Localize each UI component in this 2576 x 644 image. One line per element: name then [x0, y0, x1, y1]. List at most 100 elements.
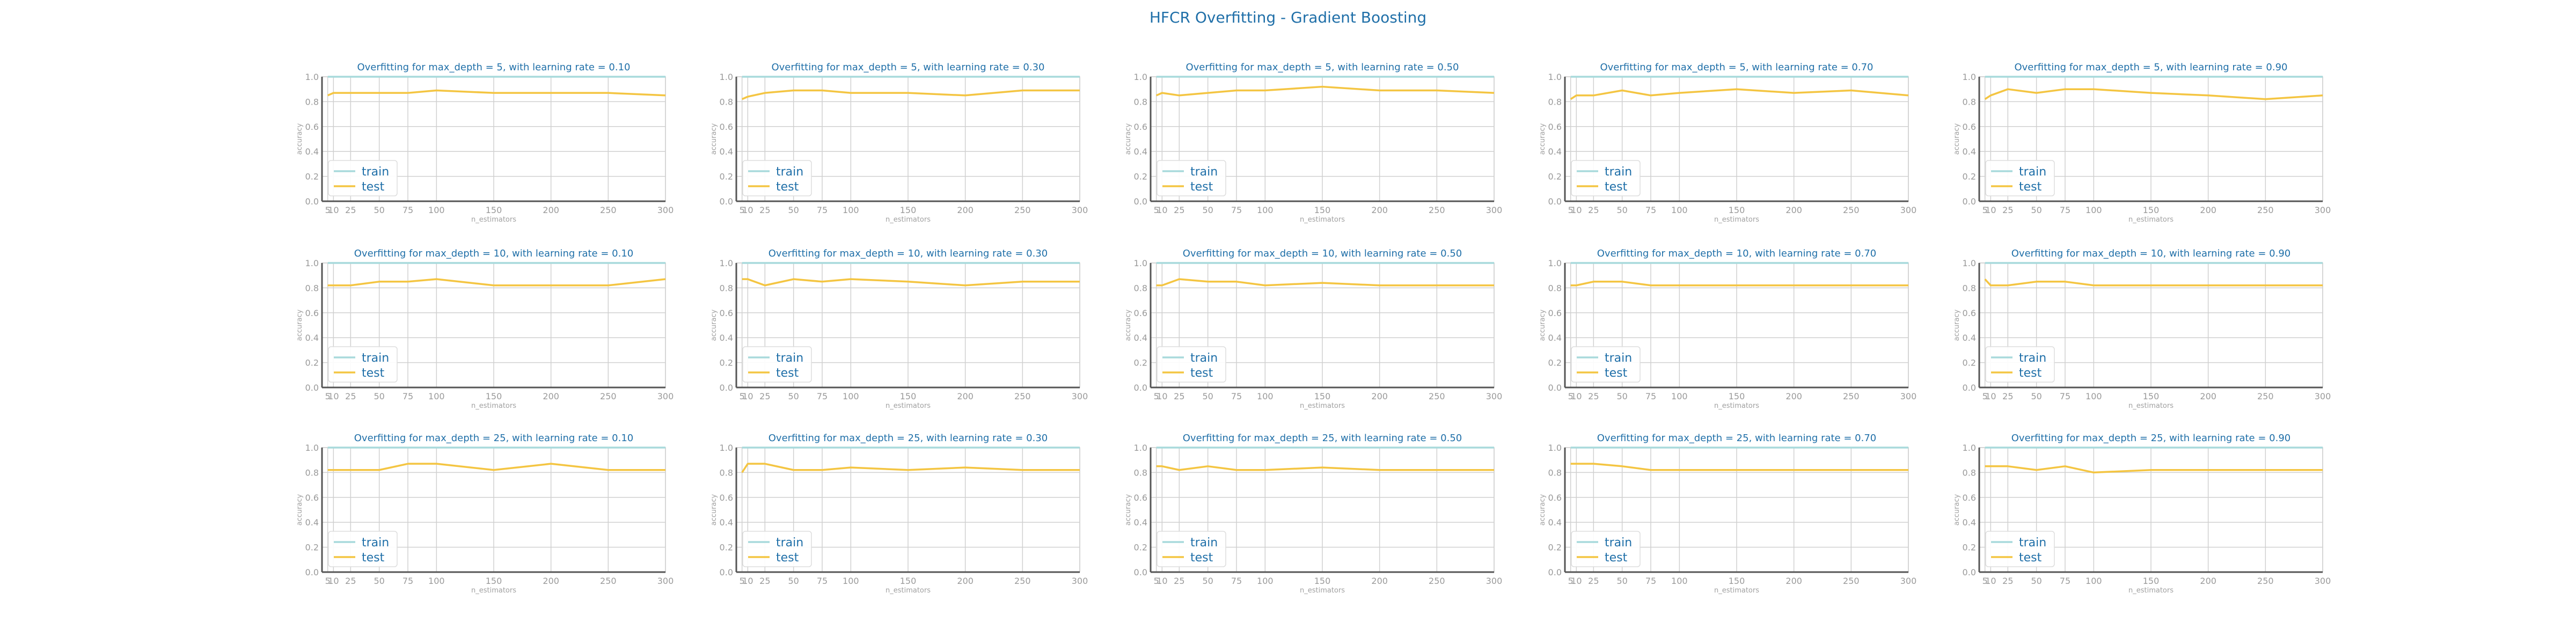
y-tick-label: 1.0: [1548, 72, 1562, 82]
x-tick-label: 100: [843, 576, 859, 586]
x-tick-label: 200: [543, 576, 559, 586]
x-tick-label: 5: [1568, 391, 1574, 401]
y-tick-label: 0.4: [305, 517, 319, 528]
y-axis-label: accuracy: [1539, 309, 1547, 341]
y-axis-label: accuracy: [296, 309, 304, 341]
x-tick-label: 75: [817, 391, 828, 401]
x-tick-label: 25: [1588, 391, 1599, 401]
x-tick-label: 150: [900, 205, 917, 215]
subplot-2: Overfitting for max_depth = 5, with lear…: [710, 62, 1088, 224]
legend-label-test: test: [2019, 180, 2042, 194]
y-tick-label: 0.2: [1963, 172, 1976, 182]
subplot-4: Overfitting for max_depth = 5, with lear…: [1539, 62, 1916, 224]
x-tick-label: 10: [1985, 391, 1996, 401]
y-axis-label: accuracy: [1953, 123, 1961, 155]
legend-label-train: train: [1605, 352, 1632, 365]
x-tick-label: 150: [1314, 391, 1331, 401]
y-tick-label: 0.0: [1963, 567, 1976, 577]
y-axis-label: accuracy: [710, 123, 718, 155]
x-tick-label: 50: [788, 205, 799, 215]
subplot-12: Overfitting for max_depth = 25, with lea…: [710, 433, 1088, 595]
x-tick-label: 300: [1900, 576, 1917, 586]
y-tick-label: 0.0: [1963, 383, 1976, 393]
y-tick-label: 0.8: [1134, 467, 1147, 478]
legend-label-test: test: [776, 367, 799, 380]
y-axis-label: accuracy: [710, 494, 718, 525]
x-axis-label: n_estimators: [1300, 216, 1345, 224]
x-tick-label: 150: [2143, 576, 2160, 586]
series-line-test: [1570, 281, 1908, 287]
x-tick-label: 75: [402, 391, 413, 401]
y-tick-label: 1.0: [720, 443, 733, 453]
y-tick-label: 1.0: [305, 72, 319, 82]
x-tick-label: 10: [1571, 391, 1582, 401]
x-tick-label: 200: [957, 205, 974, 215]
x-tick-label: 25: [2002, 391, 2013, 401]
x-tick-label: 10: [742, 205, 753, 215]
x-tick-label: 10: [328, 391, 339, 401]
legend-label-test: test: [1190, 551, 1213, 565]
y-tick-label: 0.6: [1963, 122, 1976, 132]
legend-label-train: train: [1605, 165, 1632, 179]
series-line-test: [1984, 278, 2323, 287]
series-line-test: [1985, 465, 2323, 474]
x-tick-label: 200: [1371, 576, 1388, 586]
series-line-test: [741, 463, 1080, 473]
legend-label-test: test: [1605, 367, 1628, 380]
x-tick-label: 150: [486, 391, 502, 401]
subplot-8: Overfitting for max_depth = 10, with lea…: [1124, 248, 1502, 410]
y-tick-label: 0.0: [305, 383, 319, 393]
x-tick-label: 300: [1072, 576, 1088, 586]
x-axis-label: n_estimators: [2128, 587, 2174, 595]
x-tick-label: 10: [1157, 391, 1167, 401]
x-tick-label: 250: [1429, 576, 1445, 586]
subplot-title: Overfitting for max_depth = 25, with lea…: [769, 433, 1048, 444]
x-tick-label: 150: [1729, 576, 1745, 586]
x-tick-label: 50: [788, 391, 799, 401]
x-tick-label: 50: [1202, 205, 1213, 215]
x-tick-label: 100: [1257, 576, 1274, 586]
legend-label-test: test: [2019, 551, 2042, 565]
legend-label-train: train: [2019, 165, 2046, 179]
legend-label-test: test: [362, 551, 385, 565]
y-tick-label: 0.2: [1963, 358, 1976, 368]
x-tick-label: 5: [1982, 205, 1988, 215]
x-tick-label: 5: [325, 391, 331, 401]
x-tick-label: 250: [1014, 205, 1031, 215]
y-tick-label: 0.6: [1134, 308, 1147, 318]
y-tick-label: 0.2: [720, 172, 733, 182]
x-tick-label: 150: [2143, 391, 2160, 401]
subplot-3: Overfitting for max_depth = 5, with lear…: [1124, 62, 1502, 224]
y-tick-label: 0.0: [305, 567, 319, 577]
legend-label-test: test: [1190, 367, 1213, 380]
subplot-11: Overfitting for max_depth = 25, with lea…: [296, 433, 674, 595]
legend-label-test: test: [2019, 367, 2042, 380]
x-tick-label: 150: [1729, 391, 1745, 401]
x-tick-label: 50: [1202, 391, 1213, 401]
y-tick-label: 0.2: [1134, 543, 1147, 553]
x-tick-label: 150: [486, 205, 502, 215]
series-line-test: [742, 278, 1080, 287]
x-tick-label: 150: [900, 576, 917, 586]
y-tick-label: 0.8: [1963, 283, 1976, 293]
x-tick-label: 100: [428, 576, 445, 586]
x-tick-label: 50: [2031, 576, 2041, 586]
x-tick-label: 250: [1843, 205, 1860, 215]
y-tick-label: 1.0: [305, 258, 319, 268]
y-tick-label: 0.2: [720, 358, 733, 368]
x-axis-label: n_estimators: [885, 402, 931, 410]
x-tick-label: 100: [1671, 576, 1688, 586]
y-tick-label: 0.6: [305, 122, 319, 132]
y-tick-label: 0.2: [305, 543, 319, 553]
y-tick-label: 0.8: [1963, 467, 1976, 478]
x-tick-label: 10: [328, 576, 339, 586]
x-tick-label: 250: [1843, 391, 1860, 401]
y-tick-label: 0.8: [305, 283, 319, 293]
y-axis-label: accuracy: [1124, 494, 1132, 525]
legend-label-train: train: [1190, 165, 1218, 179]
subplot-title: Overfitting for max_depth = 10, with lea…: [354, 248, 634, 259]
y-tick-label: 0.6: [1548, 122, 1562, 132]
